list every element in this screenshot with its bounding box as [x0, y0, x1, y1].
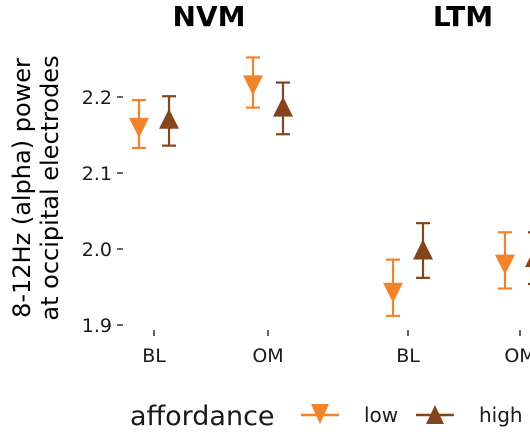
x-axis: BL OM BL OM: [142, 330, 530, 367]
marker-low: [129, 117, 149, 138]
y-tick-label: 2.1: [82, 163, 112, 185]
legend-label-low: low: [364, 403, 398, 427]
y-tick-label: 1.9: [82, 315, 112, 337]
point-high: [525, 231, 530, 286]
legend-entry-low: low: [301, 403, 398, 427]
x-tick-label: OM: [252, 345, 283, 367]
legend-label-high: high: [479, 403, 523, 427]
marker-low: [243, 75, 263, 96]
point-high: [159, 95, 179, 147]
y-axis-title-line-1: 8-12Hz (alpha) power: [8, 58, 36, 318]
y-tick-label: 2.0: [82, 239, 112, 261]
marker-low: [383, 282, 403, 303]
point-high: [273, 81, 293, 136]
legend-key-high-marker: [426, 405, 444, 424]
point-high: [413, 222, 433, 279]
marker-high: [159, 108, 179, 129]
data-marks: [129, 56, 530, 317]
marker-high: [525, 257, 530, 268]
legend: affordance low high: [130, 401, 523, 432]
point-low: [129, 98, 149, 150]
y-axis: 1.9 2.0 2.1 2.2: [82, 87, 123, 337]
x-tick-label: BL: [396, 345, 420, 367]
point-low: [243, 56, 263, 109]
panel-title-nvm: NVM: [173, 0, 246, 33]
point-low: [495, 231, 515, 290]
x-tick-label: BL: [142, 345, 166, 367]
legend-entry-high: high: [416, 403, 523, 427]
marker-high: [413, 239, 433, 260]
y-tick-label: 2.2: [82, 87, 112, 109]
point-low: [383, 258, 403, 317]
legend-key-low-marker: [311, 404, 329, 424]
marker-high: [273, 96, 293, 117]
marker-low: [495, 254, 515, 275]
panel-title-ltm: LTM: [433, 0, 493, 33]
x-tick-label: OM: [504, 345, 530, 367]
y-axis-title-line-2: at occipital electrodes: [36, 55, 64, 320]
legend-title: affordance: [130, 401, 275, 432]
